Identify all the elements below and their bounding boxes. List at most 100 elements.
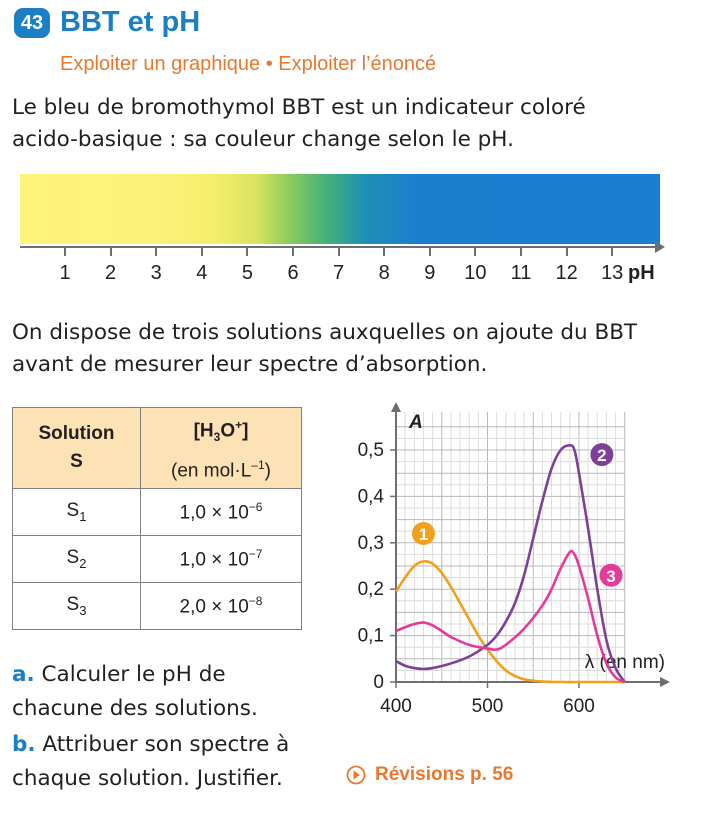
table-row: S3 2,0 × 10−8 xyxy=(12,582,302,630)
ph-tick xyxy=(64,248,66,256)
table-row: S1 1,0 × 10−6 xyxy=(12,488,302,536)
curve-badge-number: 1 xyxy=(419,525,428,544)
y-axis-label: A xyxy=(408,412,423,433)
exercise-number-badge: 43 xyxy=(14,8,50,38)
intro-line-2: acido-basique : sa couleur change selon … xyxy=(12,127,514,152)
spectrum-curve-2 xyxy=(395,444,626,683)
ph-tick xyxy=(383,248,386,256)
conc-exponent: −7 xyxy=(248,546,263,561)
ph-tick-label: 3 xyxy=(150,262,162,284)
setup-paragraph: On dispose de trois solutions auxquelles… xyxy=(12,317,707,381)
ph-tick-label: 2 xyxy=(105,262,117,284)
solutions-table: Solution S [H3O+] (en mol·L–1) S1 1,0 × … xyxy=(12,407,302,630)
conc-mantissa: 1,0 xyxy=(179,502,206,524)
y-tick-label: 0,1 xyxy=(358,626,384,647)
play-circle-icon[interactable] xyxy=(346,765,366,785)
ph-tick xyxy=(611,248,614,256)
table-row: S2 1,0 × 10−7 xyxy=(12,535,302,583)
sol-index: 2 xyxy=(79,555,87,571)
conc-mantissa: 2,0 xyxy=(179,596,206,618)
curve-badge-1 xyxy=(411,522,435,546)
question-b: b. Attribuer son spectre à chaque soluti… xyxy=(12,728,312,796)
ph-axis-line xyxy=(20,246,656,248)
sol-name: S xyxy=(66,594,80,616)
header-concentration: [H3O+] (en mol·L–1) xyxy=(140,407,302,489)
question-a-line1: a. Calculer le pH de xyxy=(12,658,312,692)
ph-tick xyxy=(155,248,158,256)
chart-axes: 0 0,1 0,2 0,3 0,4 0,5 400 500 600 Aλ (en nm) xyxy=(358,402,670,717)
spectrum-curve-1 xyxy=(394,559,625,684)
ph-tick xyxy=(520,248,522,256)
y-tick-label: 0,4 xyxy=(358,486,385,507)
setup-line-2: avant de mesurer leur spectre d’absorpti… xyxy=(12,352,488,377)
unit-text: (en mol·L xyxy=(171,460,252,482)
conc-exponent: −8 xyxy=(248,593,263,608)
header-solution-line2: S xyxy=(70,451,83,472)
cell-concentration: 1,0 × 10−6 xyxy=(140,488,302,536)
question-a-text1: Calculer le pH de xyxy=(41,662,226,687)
y-axis-arrow-icon xyxy=(391,402,401,412)
ph-tick-label: 12 xyxy=(555,262,578,284)
sol-name: S xyxy=(66,500,80,522)
bbt-color-gradient xyxy=(20,174,660,244)
sol-index: 1 xyxy=(79,508,87,524)
ph-tick xyxy=(200,248,203,256)
chart-series xyxy=(394,444,626,684)
absorption-spectrum-chart: 0 0,1 0,2 0,3 0,4 0,5 400 500 600 Aλ (en nm) 1 2 3 xyxy=(358,402,670,717)
setup-line-1: On dispose de trois solutions auxquelles… xyxy=(12,320,638,345)
ph-tick-label: 9 xyxy=(424,262,436,284)
y-tick-label: 0 xyxy=(373,672,384,693)
ph-tick-label: 5 xyxy=(241,262,253,284)
header-solution-line1: Solution xyxy=(38,423,115,444)
cell-solution: S1 xyxy=(12,488,141,536)
cell-concentration: 1,0 × 10−7 xyxy=(140,535,302,583)
question-b-line2: chaque solution. Justifier. xyxy=(12,766,283,791)
curve-badge-3 xyxy=(599,563,623,587)
x-tick-label: 600 xyxy=(563,696,595,717)
question-a-line2: chacune des solutions. xyxy=(12,696,258,721)
table-header-row: Solution S [H3O+] (en mol·L–1) xyxy=(12,407,302,489)
ph-tick-label: 10 xyxy=(464,262,487,284)
question-a: a. Calculer le pH de chacune des solutio… xyxy=(12,658,312,726)
x-tick-label: 400 xyxy=(380,696,412,717)
y-tick-label: 0,5 xyxy=(358,440,384,461)
cell-solution: S3 xyxy=(12,582,141,630)
ph-tick-label: 13 xyxy=(601,262,624,284)
ph-tick-label: 4 xyxy=(196,262,208,284)
x-tick-label: 500 xyxy=(472,696,504,717)
ph-tick-label: 6 xyxy=(287,262,299,284)
ph-tick-label: 11 xyxy=(510,262,532,284)
header-concentration-unit: (en mol·L–1) xyxy=(171,457,271,482)
cell-solution: S2 xyxy=(12,535,141,583)
curve-badge-2 xyxy=(590,443,614,467)
curve-badge-number: 3 xyxy=(606,567,615,586)
x-axis-label: λ (en nm) xyxy=(585,652,665,673)
ph-tick xyxy=(337,248,340,256)
y-tick-label: 0,3 xyxy=(358,533,384,554)
ph-tick-label: 7 xyxy=(333,262,345,284)
intro-line-1: Le bleu de bromothymol BBT est un indica… xyxy=(12,95,586,120)
sol-name: S xyxy=(66,547,80,569)
spectrum-curve-3 xyxy=(395,549,626,684)
ph-axis-arrow-icon xyxy=(655,241,665,253)
skills-line: Exploiter un graphique • Exploiter l’éno… xyxy=(60,53,437,75)
header-solution: Solution S xyxy=(12,407,141,489)
exercise-title: BBT et pH xyxy=(60,6,201,38)
ph-tick xyxy=(428,248,431,256)
ph-tick xyxy=(292,248,294,256)
conc-exponent: −6 xyxy=(248,499,263,514)
question-b-text1: Attribuer son spectre à xyxy=(42,732,290,757)
intro-paragraph: Le bleu de bromothymol BBT est un indica… xyxy=(12,92,707,156)
revision-link[interactable]: Révisions p. 56 xyxy=(375,764,514,785)
cell-concentration: 2,0 × 10−8 xyxy=(140,582,302,630)
ph-axis-unit: pH xyxy=(628,262,655,284)
curve-badge-number: 2 xyxy=(597,446,606,465)
conc-mantissa: 1,0 xyxy=(179,549,206,571)
ph-tick xyxy=(246,248,249,256)
ph-tick xyxy=(474,248,477,256)
question-a-letter: a. xyxy=(12,662,35,687)
ph-tick xyxy=(565,248,568,256)
question-b-letter: b. xyxy=(12,732,36,757)
ph-tick xyxy=(109,248,112,256)
question-b-line1: b. Attribuer son spectre à xyxy=(12,728,312,762)
